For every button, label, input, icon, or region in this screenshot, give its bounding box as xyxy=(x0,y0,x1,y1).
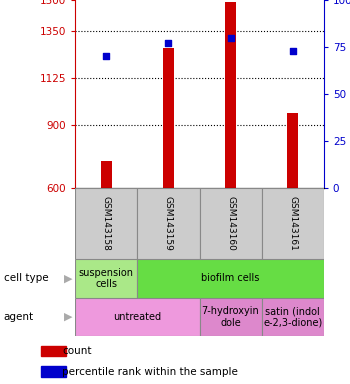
Text: biofilm cells: biofilm cells xyxy=(201,273,260,283)
Text: suspension
cells: suspension cells xyxy=(79,268,134,289)
Bar xyxy=(225,2,236,188)
Point xyxy=(228,35,233,41)
Text: count: count xyxy=(62,346,91,356)
Bar xyxy=(137,188,200,259)
Text: GSM143161: GSM143161 xyxy=(288,196,297,251)
Bar xyxy=(75,188,137,259)
Bar xyxy=(41,366,66,377)
Bar xyxy=(75,298,200,336)
Text: agent: agent xyxy=(4,312,34,322)
Bar xyxy=(137,259,324,298)
Text: cell type: cell type xyxy=(4,273,48,283)
Bar xyxy=(101,161,112,188)
Text: GSM143159: GSM143159 xyxy=(164,196,173,251)
Bar xyxy=(41,346,66,356)
Point xyxy=(166,40,171,46)
Point xyxy=(290,48,295,54)
Bar xyxy=(163,48,174,188)
Text: untreated: untreated xyxy=(113,312,161,322)
Bar xyxy=(199,298,262,336)
Text: ▶: ▶ xyxy=(64,312,72,322)
Text: 7-hydroxyin
dole: 7-hydroxyin dole xyxy=(202,306,259,328)
Text: percentile rank within the sample: percentile rank within the sample xyxy=(62,366,238,377)
Text: GSM143160: GSM143160 xyxy=(226,196,235,251)
Point xyxy=(104,53,109,60)
Text: GSM143158: GSM143158 xyxy=(102,196,111,251)
Bar xyxy=(75,259,137,298)
Bar xyxy=(199,188,262,259)
Text: satin (indol
e-2,3-dione): satin (indol e-2,3-dione) xyxy=(263,306,322,328)
Bar xyxy=(262,298,324,336)
Bar xyxy=(262,188,324,259)
Text: ▶: ▶ xyxy=(64,273,72,283)
Bar xyxy=(287,113,298,188)
